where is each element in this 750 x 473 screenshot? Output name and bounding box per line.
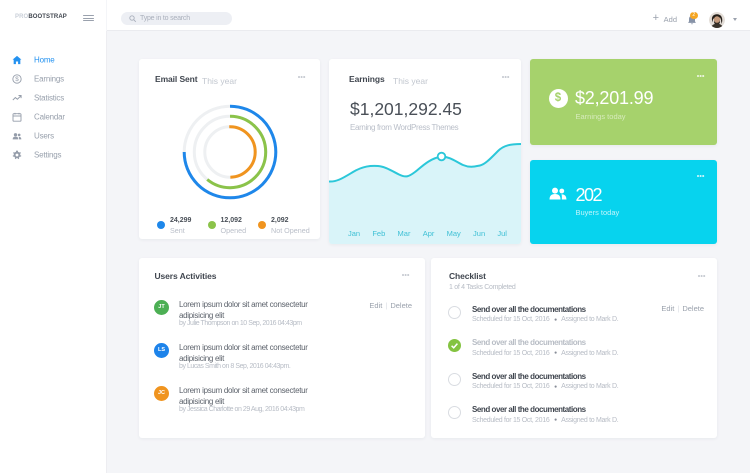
svg-text:$: $ <box>15 76 19 83</box>
